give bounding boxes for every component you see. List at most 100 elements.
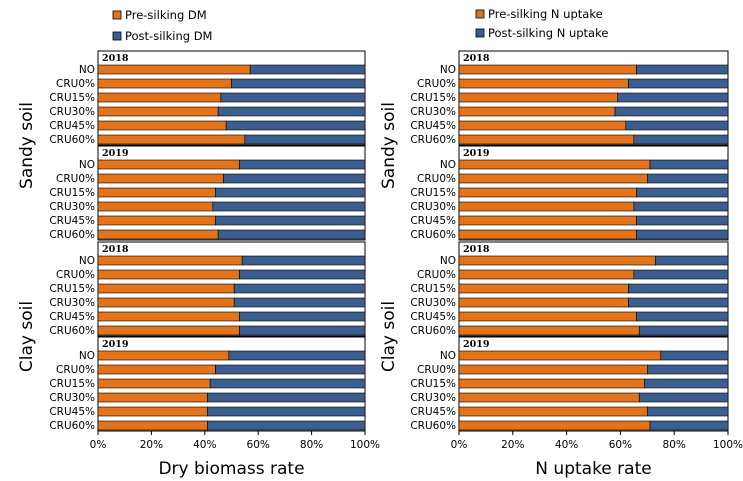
category-label: CRU60% [410, 420, 456, 432]
category-label: CRU45% [49, 120, 95, 132]
x-tick-label: 0% [90, 439, 107, 451]
category-label: CRU15% [410, 187, 456, 199]
x-tick-label: 40% [555, 439, 578, 451]
bar-pre-silking [458, 173, 648, 184]
bar-post-silking [636, 311, 729, 322]
bar-pre-silking [458, 350, 662, 361]
bar-pre-silking [97, 392, 208, 403]
legend-label-post: Post-silking DM [125, 29, 212, 43]
category-label: CRU60% [410, 325, 456, 337]
bar-post-silking [241, 255, 366, 266]
panel-year-label: 2019 [463, 148, 490, 159]
category-label: CRU60% [410, 229, 456, 241]
x-tick-label: 100% [350, 439, 380, 451]
category-label: NO [79, 350, 95, 362]
bar-post-silking [644, 378, 729, 389]
bar-post-silking [228, 350, 366, 361]
panel-clay-soil-2018: 2018 NO CRU0% CRU15% CRU30% CRU45% CRU60% [410, 241, 729, 337]
bar-post-silking [649, 159, 729, 170]
x-tick-label: 0% [451, 439, 468, 451]
category-label: CRU30% [410, 106, 456, 118]
x-tick-label: 80% [663, 439, 686, 451]
bar-post-silking [646, 364, 729, 375]
bar-pre-silking [97, 201, 214, 212]
bar-pre-silking [97, 325, 240, 336]
bar-post-silking [638, 392, 729, 403]
bar-pre-silking [458, 64, 637, 75]
bar-post-silking [239, 311, 366, 322]
legend-label-pre: Pre-silking DM [125, 8, 207, 22]
category-label: CRU60% [410, 134, 456, 146]
bar-pre-silking [97, 120, 227, 131]
bar-post-silking [215, 187, 366, 198]
panel-sandy-soil-2018: 2018 NO CRU0% CRU15% CRU30% CRU45% CRU60% [410, 50, 729, 146]
category-label: CRU30% [410, 201, 456, 213]
panel-year-label: 2018 [102, 53, 129, 64]
bar-post-silking [207, 420, 366, 431]
bar-pre-silking [97, 106, 219, 117]
bar-pre-silking [97, 78, 232, 89]
category-label: CRU60% [49, 325, 95, 337]
bar-post-silking [249, 64, 366, 75]
bar-pre-silking [458, 325, 640, 336]
category-label: CRU45% [410, 311, 456, 323]
panel-sandy-soil-2019: 2019 NO CRU0% CRU15% CRU30% CRU45% CRU60% [410, 145, 729, 241]
category-label: CRU45% [410, 120, 456, 132]
bar-post-silking [209, 378, 366, 389]
panel-sandy-soil-2019: 2019 NO CRU0% CRU15% CRU30% CRU45% CRU60% [49, 145, 366, 241]
category-label: NO [440, 64, 456, 76]
bar-post-silking [225, 120, 366, 131]
legend-label-post: Post-silking N uptake [488, 26, 608, 40]
bar-pre-silking [458, 297, 629, 308]
bar-post-silking [217, 229, 366, 240]
category-label: CRU0% [56, 364, 95, 376]
x-tick-label: 40% [193, 439, 216, 451]
bar-pre-silking [97, 255, 243, 266]
bar-pre-silking [97, 406, 208, 417]
bar-post-silking [646, 173, 729, 184]
panel-sandy-soil-2018: 2018 NO CRU0% CRU15% CRU30% CRU45% CRU60% [49, 50, 366, 146]
category-label: CRU0% [56, 173, 95, 185]
category-label: CRU0% [56, 269, 95, 281]
bar-post-silking [215, 364, 366, 375]
category-label: CRU45% [49, 215, 95, 227]
category-label: CRU30% [410, 297, 456, 309]
bar-post-silking [617, 92, 729, 103]
bar-pre-silking [458, 215, 637, 226]
panel-clay-soil-2019: 2019 NO CRU0% CRU15% CRU30% CRU45% CRU60% [410, 336, 729, 432]
chart-1: Pre-silking DM Post-silking DM 2018 NO CRU0%… [17, 8, 380, 479]
bar-pre-silking [458, 106, 616, 117]
bar-pre-silking [97, 92, 222, 103]
soil-label-sandy-soil: Sandy soil [17, 102, 37, 189]
panel-year-label: 2018 [102, 244, 129, 255]
panel-clay-soil-2018: 2018 NO CRU0% CRU15% CRU30% CRU45% CRU60% [49, 241, 366, 337]
bar-pre-silking [97, 134, 246, 145]
legend-swatch-pre [112, 10, 122, 20]
category-label: CRU60% [49, 229, 95, 241]
category-label: CRU30% [49, 201, 95, 213]
category-label: CRU45% [49, 311, 95, 323]
bar-post-silking [628, 297, 729, 308]
bar-post-silking [220, 92, 366, 103]
panel-year-label: 2018 [463, 53, 490, 64]
category-label: CRU30% [49, 297, 95, 309]
bar-pre-silking [458, 187, 637, 198]
bar-pre-silking [458, 159, 651, 170]
category-label: NO [79, 159, 95, 171]
bar-post-silking [636, 64, 729, 75]
bar-pre-silking [458, 255, 656, 266]
category-label: CRU0% [417, 364, 456, 376]
x-tick-label: 60% [247, 439, 270, 451]
panel-year-label: 2019 [102, 148, 129, 159]
legend-swatch-post [112, 31, 122, 41]
bar-pre-silking [458, 406, 648, 417]
x-axis-label: N uptake rate [535, 459, 651, 479]
bar-pre-silking [97, 64, 251, 75]
bar-pre-silking [458, 201, 635, 212]
panel-year-label: 2019 [463, 339, 490, 350]
bar-pre-silking [458, 378, 645, 389]
category-label: NO [79, 255, 95, 267]
bar-post-silking [633, 269, 729, 280]
category-label: CRU15% [49, 187, 95, 199]
category-label: CRU30% [49, 106, 95, 118]
